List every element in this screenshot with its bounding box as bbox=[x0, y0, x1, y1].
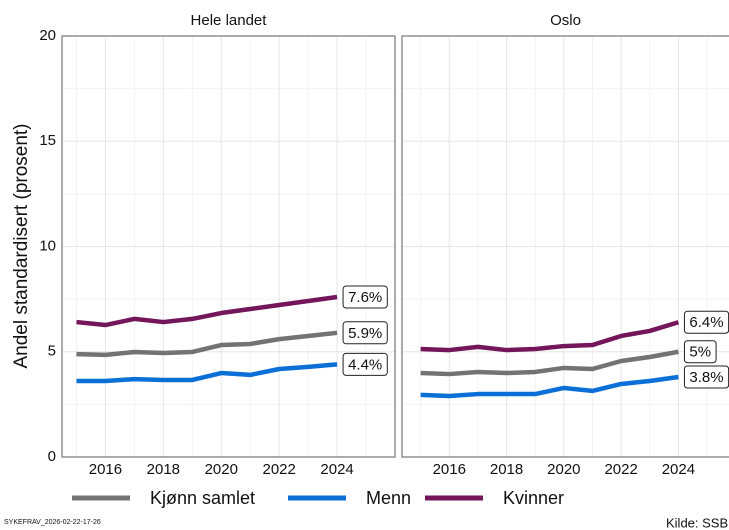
y-tick-label: 10 bbox=[39, 237, 56, 254]
panel-title: Oslo bbox=[550, 12, 581, 29]
data-label-box bbox=[342, 285, 388, 309]
line bbox=[420, 374, 679, 399]
data-label-group: 5% bbox=[683, 340, 717, 364]
data-label: 6.4% bbox=[689, 314, 723, 331]
data-label-box bbox=[342, 321, 388, 345]
y-tick-label: 0 bbox=[48, 448, 56, 465]
data-label-box bbox=[683, 340, 717, 364]
panel-border bbox=[401, 35, 729, 458]
data-label: 5.9% bbox=[348, 325, 382, 342]
x-tick-label: 2022 bbox=[262, 461, 295, 478]
legend-label: Kjønn samlet bbox=[150, 488, 255, 508]
panel-border bbox=[61, 35, 396, 458]
x-tick-label: 2024 bbox=[320, 461, 353, 478]
line bbox=[76, 330, 338, 358]
legend-label: Kvinner bbox=[503, 488, 564, 508]
source: Kilde: SSB bbox=[666, 515, 728, 530]
x-tick-label: 2024 bbox=[662, 461, 695, 478]
data-label: 7.6% bbox=[348, 289, 382, 306]
y-tick-label: 5 bbox=[48, 343, 56, 360]
panel-title: Hele landet bbox=[191, 12, 268, 29]
y-tick-label: 20 bbox=[39, 27, 56, 44]
line bbox=[76, 294, 338, 328]
x-tick-label: 2016 bbox=[433, 461, 466, 478]
x-tick-label: 2022 bbox=[604, 461, 637, 478]
data-label-box bbox=[342, 352, 388, 376]
data-label: 4.4% bbox=[348, 356, 382, 373]
footer-left: SYKEFRAV_2026-02-22-17-26 bbox=[4, 519, 101, 526]
data-label: 5% bbox=[689, 344, 711, 361]
x-tick-label: 2018 bbox=[490, 461, 523, 478]
data-label-group: 4.4% bbox=[342, 352, 388, 376]
data-label: 3.8% bbox=[689, 369, 723, 386]
data-label-group: 3.8% bbox=[683, 365, 729, 389]
data-label-group: 6.4% bbox=[683, 310, 729, 334]
legend-label: Menn bbox=[366, 488, 411, 508]
line bbox=[420, 320, 680, 353]
y-axis-label: Andel standardisert (prosent) bbox=[11, 123, 32, 368]
data-label-group: 7.6% bbox=[342, 285, 388, 309]
line bbox=[76, 362, 338, 384]
x-tick-label: 2020 bbox=[547, 461, 580, 478]
x-tick-label: 2018 bbox=[147, 461, 180, 478]
data-label-group: 5.9% bbox=[342, 321, 388, 345]
x-tick-label: 2020 bbox=[205, 461, 238, 478]
y-tick-label: 15 bbox=[39, 132, 56, 149]
x-tick-label: 2016 bbox=[89, 461, 122, 478]
line bbox=[420, 349, 679, 377]
